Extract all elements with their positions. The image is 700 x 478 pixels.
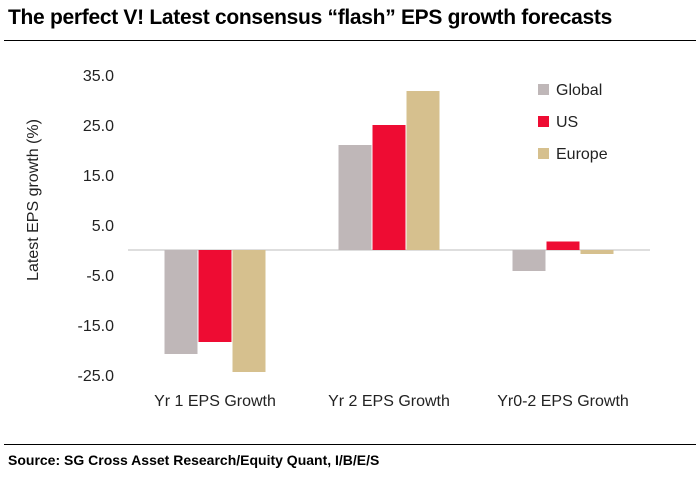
eps-growth-bar-chart: 35.0 25.0 15.0 5.0 -5.0 -15.0 -25.0 Yr 1 EPS G… <box>25 68 650 410</box>
legend-swatch-global <box>538 84 549 95</box>
y-tick-label: 5.0 <box>92 218 114 235</box>
y-tick-label: -15.0 <box>78 318 115 335</box>
legend-label-europe: Europe <box>556 146 608 163</box>
bar-europe-1 <box>232 250 266 372</box>
y-tick-label: -25.0 <box>78 368 115 385</box>
y-tick-label: 25.0 <box>83 118 114 135</box>
legend-swatch-europe <box>538 148 549 159</box>
bar-global-1 <box>164 250 198 354</box>
bar-us-2 <box>372 125 406 250</box>
y-tick-label: -5.0 <box>86 268 114 285</box>
legend-label-us: US <box>556 114 578 131</box>
legend-swatch-us <box>538 116 549 127</box>
x-category-label: Yr 1 EPS Growth <box>154 393 276 410</box>
y-tick-label: 15.0 <box>83 168 114 185</box>
x-category-label: Yr0-2 EPS Growth <box>497 393 629 410</box>
title-divider <box>4 40 696 41</box>
bar-us-3 <box>546 241 580 250</box>
legend-label-global: Global <box>556 82 602 99</box>
chart-title: The perfect V! Latest consensus “flash” … <box>8 6 612 29</box>
bar-europe-2 <box>406 91 440 250</box>
y-tick-label: 35.0 <box>83 68 114 85</box>
source-note: Source: SG Cross Asset Research/Equity Q… <box>8 452 380 468</box>
bar-global-3 <box>512 250 546 271</box>
y-axis-label: Latest EPS growth (%) <box>25 119 42 281</box>
x-category-label: Yr 2 EPS Growth <box>328 393 450 410</box>
bar-us-1 <box>198 250 232 342</box>
bar-europe-3 <box>580 250 614 254</box>
bar-global-2 <box>338 145 372 250</box>
footer-divider <box>4 444 696 445</box>
